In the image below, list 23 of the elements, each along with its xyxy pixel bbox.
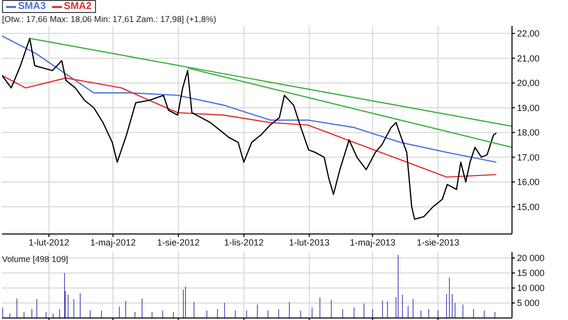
- y-tick-label: 16,00: [517, 177, 540, 188]
- legend-label: SMA2: [64, 1, 92, 12]
- x-tick-label: 1-sie-2013: [416, 237, 460, 248]
- y-tick-label: 5 000: [517, 298, 540, 308]
- x-tick-label: 1-lut-2012: [28, 237, 70, 248]
- y-tick-label: 15 000: [517, 268, 545, 278]
- y-tick-label: 17,00: [517, 152, 540, 162]
- x-tick-label: 1-lut-2013: [289, 237, 330, 248]
- y-tick-label: 20 000: [517, 253, 545, 264]
- y-tick-label: 10 000: [517, 283, 545, 294]
- y-tick-label: 19,00: [517, 102, 540, 113]
- y-tick-label: 20,00: [517, 78, 540, 88]
- legend-label: SMA3: [18, 1, 46, 12]
- x-tick-label: 1-lis-2012: [224, 237, 264, 248]
- chart-subtitle: [Otw.: 17,66 Max: 18,06 Min: 17,61 Zam.: 17,98] (+1,8%): [2, 14, 216, 24]
- y-tick-label: 18,00: [517, 128, 540, 138]
- x-tick-label: 1-maj-2012: [90, 237, 136, 248]
- x-tick-label: 1-sie-2012: [157, 237, 200, 248]
- chart-title: Volume [498 109]: [2, 254, 68, 264]
- y-tick-label: 21,00: [517, 53, 540, 64]
- y-tick-label: 15,00: [517, 202, 540, 212]
- y-tick-label: 22,00: [517, 28, 540, 39]
- x-tick-label: 1-maj-2013: [350, 237, 396, 248]
